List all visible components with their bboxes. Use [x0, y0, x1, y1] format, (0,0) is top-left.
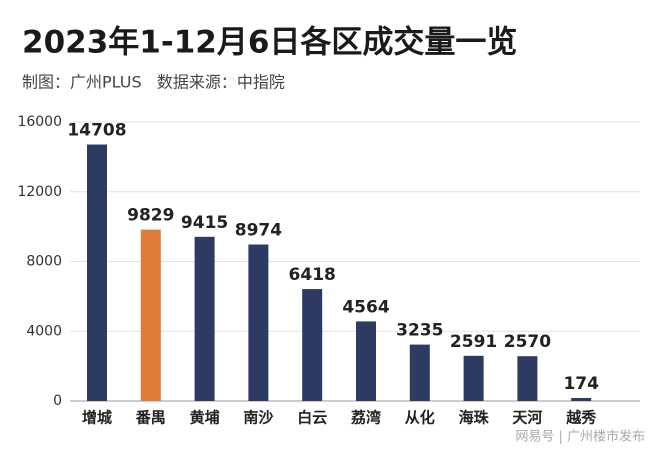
bar [409, 344, 430, 401]
bar [87, 144, 107, 402]
bar [356, 321, 376, 401]
x-tick-label: 南沙 [243, 409, 273, 427]
watermark: 网易号 | 广州楼市发布 [515, 429, 645, 445]
bar [517, 356, 538, 401]
bar [302, 289, 323, 401]
y-tick-label: 0 [53, 393, 62, 409]
value-label: 9829 [127, 206, 174, 226]
value-label: 9415 [181, 213, 228, 233]
x-tick-label: 增城 [82, 409, 112, 427]
y-tick-label: 4000 [26, 323, 62, 339]
x-tick-label: 越秀 [565, 409, 597, 427]
value-label: 8974 [235, 221, 282, 241]
chart-title: 2023年1-12月6日各区成交量一览 [22, 25, 517, 61]
x-tick-label: 天河 [512, 409, 542, 427]
bar [248, 244, 269, 401]
y-tick-label: 16000 [17, 114, 62, 130]
value-label: 3235 [396, 321, 443, 341]
x-tick-label: 海珠 [459, 409, 490, 427]
x-tick-label: 荔湾 [351, 409, 381, 427]
value-label: 174 [563, 374, 599, 394]
bar [463, 355, 484, 401]
value-label: 2591 [450, 332, 497, 352]
value-label: 14708 [67, 121, 126, 141]
chart-subtitle: 制图：广州PLUS 数据来源：中指院 [22, 73, 285, 92]
value-label: 6418 [289, 265, 336, 285]
x-tick-label: 白云 [297, 409, 327, 427]
value-label: 2570 [504, 332, 551, 352]
x-tick-label: 番禺 [135, 409, 166, 427]
value-label: 4564 [342, 297, 389, 317]
bar [571, 397, 592, 401]
bar [140, 229, 161, 401]
x-tick-label: 黄埔 [190, 409, 220, 427]
x-tick-label: 从化 [405, 409, 435, 427]
y-tick-label: 12000 [17, 184, 62, 200]
bar [194, 236, 215, 401]
y-tick-label: 8000 [26, 254, 62, 270]
